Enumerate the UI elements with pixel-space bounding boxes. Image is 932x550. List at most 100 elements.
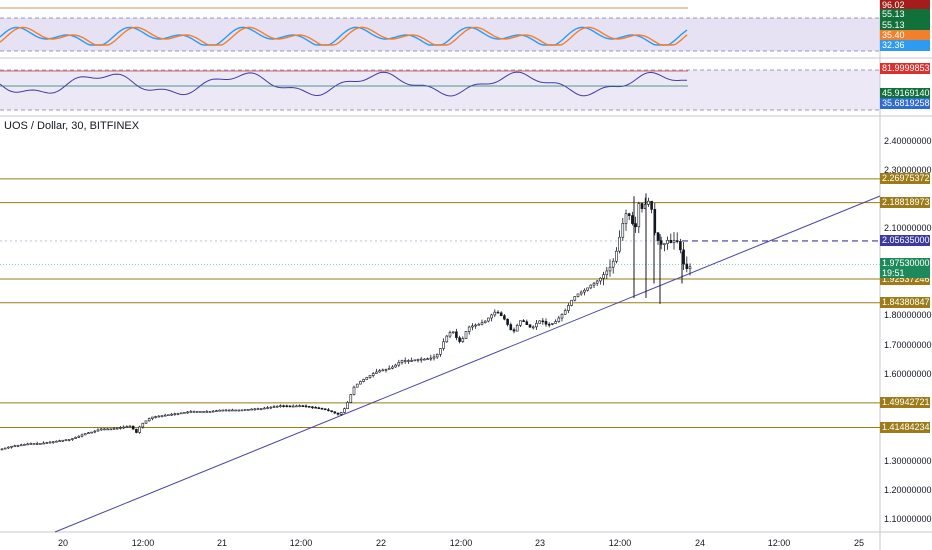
candle [371,371,375,378]
candle [221,409,225,412]
candle [499,311,503,317]
stoch-value-label: 32.36 [880,40,930,51]
candle [115,427,119,430]
candle [509,322,513,331]
candle [515,323,519,332]
trend-line[interactable] [54,195,881,533]
candle [627,212,631,220]
price-tick-label: 1.70000000 [884,339,932,350]
candle [672,232,676,250]
horizontal-levels[interactable] [0,178,880,428]
candle [173,412,177,416]
candle [368,375,372,379]
candle [365,376,369,380]
candle [39,443,42,445]
candle [570,299,573,307]
candle [493,309,497,318]
candle [618,230,621,254]
price-level-label: 1.84380847 [880,297,930,309]
time-tick-label: 21 [216,538,228,548]
candle [407,359,410,364]
candle [685,256,689,273]
candle [154,415,157,419]
candle [679,238,682,254]
rsi-value-label: 81.99998539 [880,63,930,74]
candle [554,319,557,324]
price-level-label: 2.05635000 [880,235,930,247]
stoch-value-label: 55.13 [880,20,930,31]
candle [99,428,103,431]
price-tick-label: 1.10000000 [884,514,932,524]
time-tick-label: 23 [534,538,546,548]
candle [503,313,506,321]
candle [195,410,199,413]
candle [413,359,417,362]
candle [32,443,36,445]
stoch-value-label: 96.02 [880,0,930,11]
symbol-title[interactable]: UOS / Dollar, 30, BITFINEX [4,120,140,132]
candle [266,405,269,410]
candle [579,290,583,296]
price-level-label: 1.92537246 [880,273,930,285]
time-tick-label: 24 [694,538,706,548]
candle [144,420,148,424]
candle [176,412,180,416]
candle [461,336,465,343]
candle [199,411,202,413]
candle [240,409,244,412]
candle [547,322,551,328]
candle [640,202,644,213]
rsi-series [0,70,688,97]
time-tick-label: 12:00 [608,538,632,548]
candle [605,266,609,280]
candle [186,410,189,414]
candle [218,409,221,412]
candle [74,436,77,439]
candle [464,331,468,339]
candle [583,288,586,296]
price-tick-label: 1.80000000 [884,310,932,321]
candle [394,363,397,368]
candle [432,354,436,361]
candle [506,318,509,327]
candle [563,308,567,315]
candle [247,409,250,411]
candle [208,411,212,413]
candle [298,404,301,408]
candle [151,416,154,421]
candle [567,303,570,314]
candle [663,243,666,252]
candle [291,404,295,408]
bar-countdown: 19:51 [882,268,905,279]
candle [179,412,183,415]
stoch-value-label: 55.13 [880,9,930,20]
candle [61,439,65,443]
candle [192,410,196,413]
candle [538,320,541,324]
candle [333,411,337,415]
candle [317,406,321,410]
candle [119,425,122,430]
candle [131,425,135,430]
candle [157,415,161,418]
candle [595,279,599,287]
candle [224,409,228,412]
candle [282,404,285,408]
candle [163,413,167,417]
candle [439,348,442,357]
candle [288,405,292,408]
candle [339,411,343,416]
candle [83,433,87,436]
candle [599,277,602,285]
candle [621,217,625,242]
candle [42,441,45,445]
candle [125,425,129,429]
candle [355,383,359,388]
price-tick-label: 2.30000000 [884,165,932,176]
candle [16,444,20,448]
candle [67,439,71,442]
candle [35,441,39,446]
candle [589,284,593,290]
